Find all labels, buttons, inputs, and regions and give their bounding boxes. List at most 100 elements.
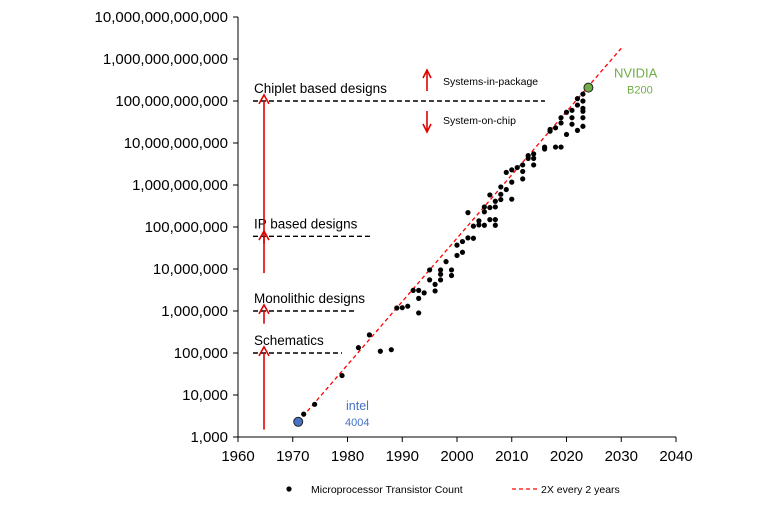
data-point [503,169,509,175]
data-point [481,204,487,210]
y-tick-label: 10,000 [182,387,228,404]
threshold-label: Schematics [254,333,324,348]
data-point [481,209,487,215]
x-tick-label: 1980 [331,448,364,465]
data-point [574,96,581,102]
data-point [476,222,482,228]
data-point [498,191,504,197]
data-point [454,242,460,248]
data-point [563,109,570,115]
y-tick-label: 100,000,000,000 [115,93,228,110]
trend-line-group [297,47,622,423]
up-arrow-head [422,68,432,79]
data-point-group [295,91,586,425]
data-point [492,217,498,223]
data-point [416,310,422,316]
highlight-group: intel 4004 NVIDIA B200 [293,66,658,429]
x-tick-label: 2000 [440,448,473,465]
threshold-label: Chiplet based designs [254,81,387,96]
nvidia-b200-label: B200 [627,85,653,97]
data-point [437,277,444,283]
x-tick-label: 1970 [276,448,309,465]
data-point [481,222,487,228]
data-point [580,105,586,111]
x-tick-label: 2040 [659,448,692,465]
data-point [366,332,372,338]
data-point [558,115,564,121]
data-point [580,91,586,97]
data-point [520,176,526,182]
data-point [487,192,493,198]
data-point [498,184,504,190]
data-point [443,259,449,265]
data-point [437,267,444,273]
data-point [301,411,307,417]
data-point [487,204,493,211]
x-tick-label: 2020 [550,448,583,465]
arrow-chiplet-head [258,93,270,105]
data-point [569,121,575,127]
nvidia-label: NVIDIA [614,66,658,81]
data-point [459,238,466,245]
x-tick-label: 1960 [221,448,254,465]
data-point [394,305,400,311]
nvidia-b200-marker [583,82,594,93]
threshold-label: IP based designs [254,216,358,231]
data-point [531,151,537,157]
y-tick-label: 1,000,000,000 [132,177,228,194]
y-tick-group: 10,000,000,000,000 1,000,000,000,000 100,0… [95,9,238,446]
data-point [520,168,526,175]
data-point [476,218,482,224]
threshold-group: Chiplet based designs IP based designs Mon… [253,81,545,354]
threshold-label: Monolithic designs [254,291,365,306]
arrow-schematics-head [258,345,270,357]
data-point [525,155,531,161]
intel-4004-label: 4004 [345,417,369,429]
data-point [531,155,537,161]
data-point [416,295,422,301]
data-point [569,115,575,121]
data-point [492,222,498,228]
y-tick-label: 1,000,000,000,000 [103,51,228,68]
data-point [569,107,575,113]
legend-dot-marker [286,486,292,492]
data-point [465,235,471,241]
data-point [355,345,362,351]
data-point [465,210,471,216]
data-point [432,281,438,287]
trend-line [297,47,622,423]
data-point [580,98,586,104]
y-tick-label: 1,000,000 [161,303,228,320]
y-tick-label: 100,000,000 [145,219,228,236]
y-tick-label: 10,000,000,000,000 [95,9,228,26]
data-point [503,186,509,193]
data-point [377,348,383,354]
x-tick-label: 2030 [605,448,638,465]
x-tick-label: 2010 [495,448,528,465]
data-point [454,252,460,259]
data-point [312,401,318,407]
data-point [427,277,433,283]
down-arrow-head [422,123,432,134]
data-point [448,267,455,273]
y-tick-label: 1,000 [190,429,228,446]
data-point [405,303,411,309]
data-point [509,179,515,185]
legend-label-transistor-count: Microprocessor Transistor Count [311,484,463,496]
data-point [509,196,515,202]
data-point [498,196,504,203]
data-point [580,115,586,121]
data-point [432,288,438,294]
data-point [470,223,477,229]
system-on-chip-label: System-on-chip [443,115,516,127]
intel-4004-marker [293,416,304,427]
data-point [399,305,405,311]
legend: Microprocessor Transistor Count 2X every … [286,484,620,496]
data-point [531,162,537,168]
x-tick-label: 1990 [386,448,419,465]
data-point [580,123,586,129]
intel-label: intel [346,399,369,413]
legend-label-trend: 2X every 2 years [541,484,620,496]
data-point [437,271,444,277]
data-point [421,290,427,296]
